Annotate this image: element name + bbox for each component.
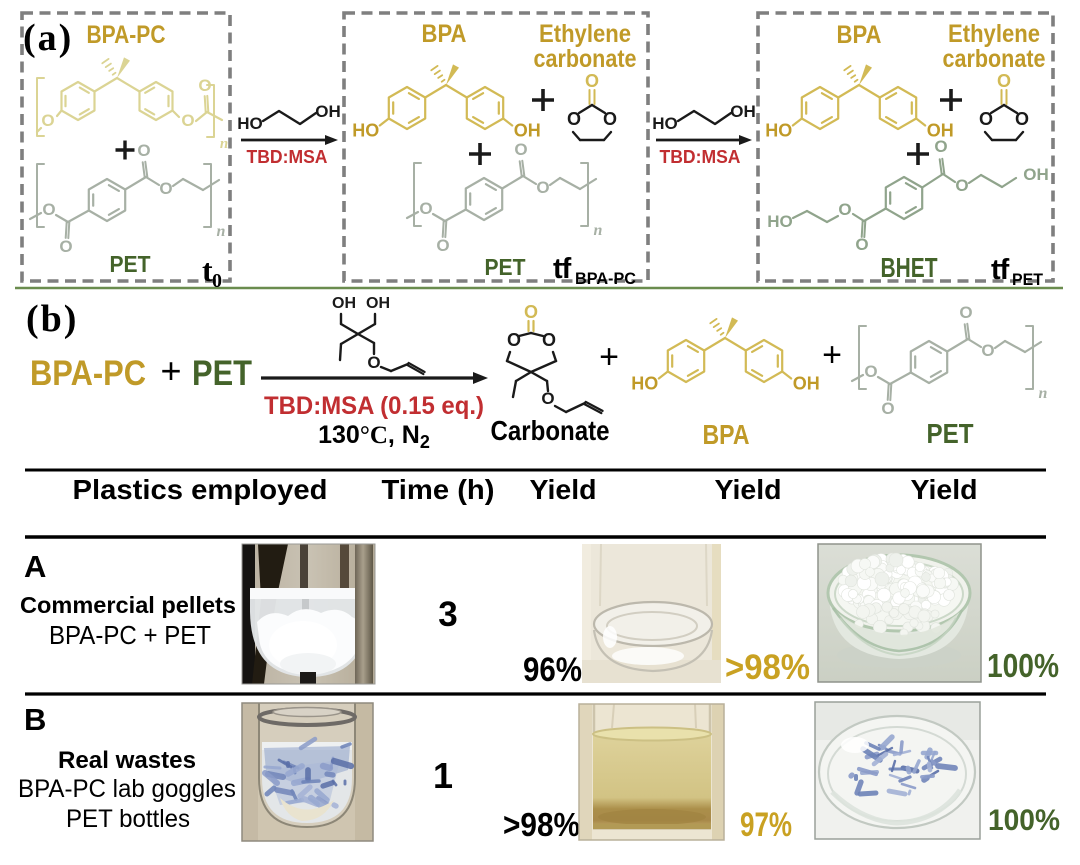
svg-text:O: O bbox=[585, 71, 599, 91]
svg-text:OH: OH bbox=[332, 295, 356, 312]
svg-text:O: O bbox=[567, 109, 581, 129]
svg-text:Yield: Yield bbox=[911, 474, 978, 505]
svg-text:t: t bbox=[202, 252, 213, 288]
svg-text:97%: 97% bbox=[740, 806, 792, 844]
svg-text:O: O bbox=[198, 76, 211, 95]
svg-text:O: O bbox=[419, 199, 432, 218]
svg-text:O: O bbox=[881, 399, 894, 418]
svg-text:O: O bbox=[514, 140, 527, 159]
svg-text:BPA-PC: BPA-PC bbox=[30, 354, 146, 393]
svg-text:+: + bbox=[160, 350, 181, 391]
svg-text:O: O bbox=[542, 330, 556, 350]
svg-text:n: n bbox=[1039, 385, 1048, 402]
svg-text:OH: OH bbox=[1023, 165, 1049, 184]
svg-text:BPA-PC + PET: BPA-PC + PET bbox=[49, 620, 211, 650]
svg-text:O: O bbox=[603, 109, 617, 129]
svg-text:n: n bbox=[594, 222, 603, 239]
svg-text:OH: OH bbox=[730, 102, 756, 121]
svg-text:Commercial pellets: Commercial pellets bbox=[20, 592, 236, 618]
svg-text:Carbonate: Carbonate bbox=[491, 415, 610, 446]
svg-text:O: O bbox=[42, 200, 55, 219]
svg-text:O: O bbox=[838, 200, 851, 219]
svg-text:100%: 100% bbox=[988, 804, 1060, 837]
svg-text:PET: PET bbox=[485, 254, 526, 280]
svg-text:OH: OH bbox=[514, 121, 541, 141]
svg-text:BPA-PC lab goggles: BPA-PC lab goggles bbox=[18, 775, 236, 803]
svg-text:OH: OH bbox=[366, 295, 390, 312]
svg-text:1: 1 bbox=[433, 755, 453, 796]
svg-text:HO: HO bbox=[765, 121, 792, 141]
svg-text:O: O bbox=[59, 237, 72, 256]
svg-text:O: O bbox=[181, 111, 194, 130]
svg-text:HO: HO bbox=[652, 114, 678, 133]
svg-text:HO: HO bbox=[767, 212, 793, 231]
svg-text:Real wastes: Real wastes bbox=[58, 747, 196, 774]
svg-text:TBD:MSA: TBD:MSA bbox=[660, 147, 741, 167]
svg-text:O: O bbox=[864, 362, 877, 381]
svg-text:PET: PET bbox=[1012, 270, 1044, 289]
svg-text:OH: OH bbox=[793, 374, 820, 394]
svg-text:O: O bbox=[979, 109, 993, 129]
svg-text:O: O bbox=[1015, 109, 1029, 129]
svg-text:TBD:MSA (0.15 eq.): TBD:MSA (0.15 eq.) bbox=[264, 392, 484, 420]
svg-text:Ethylene: Ethylene bbox=[539, 20, 631, 48]
svg-text:HO: HO bbox=[352, 121, 379, 141]
svg-text:(a): (a) bbox=[23, 17, 73, 59]
svg-text:n: n bbox=[220, 136, 228, 152]
svg-text:O: O bbox=[507, 330, 521, 350]
svg-text:TBD:MSA: TBD:MSA bbox=[247, 147, 328, 167]
svg-text:O: O bbox=[955, 176, 968, 195]
svg-text:Plastics employed: Plastics employed bbox=[73, 474, 328, 505]
svg-text:O: O bbox=[137, 141, 150, 160]
svg-text:HO: HO bbox=[237, 114, 263, 133]
svg-text:carbonate: carbonate bbox=[943, 45, 1046, 73]
svg-text:O: O bbox=[997, 71, 1011, 91]
svg-text:130°C, N2: 130°C, N2 bbox=[318, 421, 430, 452]
svg-text:B: B bbox=[24, 702, 46, 737]
svg-text:(b): (b) bbox=[26, 298, 78, 340]
svg-text:BPA: BPA bbox=[422, 20, 467, 48]
svg-text:BPA-PC: BPA-PC bbox=[87, 21, 166, 49]
svg-text:O: O bbox=[959, 303, 972, 322]
svg-text:O: O bbox=[934, 137, 947, 156]
svg-text:BPA: BPA bbox=[837, 21, 882, 49]
svg-text:BPA-PC: BPA-PC bbox=[575, 269, 636, 288]
svg-text:O: O bbox=[436, 236, 449, 255]
svg-text:100%: 100% bbox=[987, 647, 1059, 684]
svg-text:tf: tf bbox=[553, 253, 572, 285]
svg-text:O: O bbox=[855, 235, 868, 254]
svg-text:PET bottles: PET bottles bbox=[66, 805, 190, 833]
svg-text:>98%: >98% bbox=[503, 806, 580, 843]
svg-text:>98%: >98% bbox=[725, 648, 810, 687]
svg-text:O: O bbox=[541, 389, 554, 408]
svg-text:O: O bbox=[41, 111, 54, 130]
svg-text:O: O bbox=[524, 302, 538, 322]
svg-text:PET: PET bbox=[927, 418, 974, 449]
svg-text:Yield: Yield bbox=[715, 474, 782, 505]
svg-text:O: O bbox=[159, 179, 172, 198]
svg-text:96%: 96% bbox=[523, 651, 582, 689]
svg-text:tf: tf bbox=[991, 254, 1010, 286]
svg-text:n: n bbox=[217, 223, 226, 240]
svg-text:O: O bbox=[981, 341, 994, 360]
svg-text:+: + bbox=[599, 338, 619, 376]
svg-text:O: O bbox=[367, 353, 380, 372]
svg-text:OH: OH bbox=[315, 102, 341, 121]
svg-text:+: + bbox=[822, 336, 842, 374]
svg-text:carbonate: carbonate bbox=[534, 45, 637, 73]
svg-text:Yield: Yield bbox=[530, 474, 597, 505]
svg-text:A: A bbox=[24, 549, 46, 584]
svg-text:OH: OH bbox=[927, 121, 954, 141]
svg-text:Time (h): Time (h) bbox=[382, 474, 495, 505]
svg-text:0: 0 bbox=[212, 270, 222, 292]
svg-text:BPA: BPA bbox=[703, 419, 750, 450]
svg-text:HO: HO bbox=[631, 374, 658, 394]
svg-text:PET: PET bbox=[192, 354, 252, 393]
svg-text:PET: PET bbox=[110, 251, 151, 277]
svg-text:Ethylene: Ethylene bbox=[948, 20, 1040, 48]
svg-text:BHET: BHET bbox=[881, 252, 938, 283]
svg-text:O: O bbox=[536, 178, 549, 197]
svg-text:3: 3 bbox=[438, 595, 457, 634]
